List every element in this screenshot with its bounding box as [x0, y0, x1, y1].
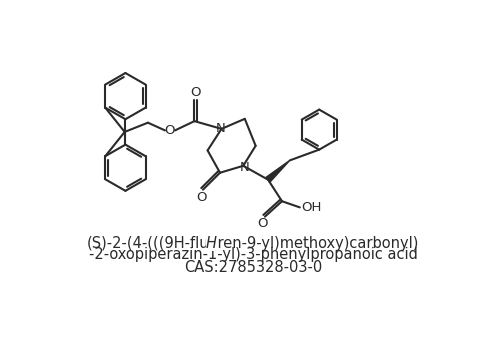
- Text: N: N: [240, 161, 249, 174]
- Text: OH: OH: [301, 201, 322, 214]
- Text: H: H: [205, 236, 217, 251]
- Text: (S)-2-(4-(((9H-fluoren-9-yl)methoxy)carbonyl): (S)-2-(4-(((9H-fluoren-9-yl)methoxy)carb…: [87, 236, 419, 251]
- Text: H: H: [205, 236, 216, 251]
- Text: -2-oxopiperazin-1-yl)-3-phenylpropanoic acid: -2-oxopiperazin-1-yl)-3-phenylpropanoic …: [89, 247, 418, 262]
- Text: N: N: [216, 122, 226, 135]
- Text: O: O: [191, 86, 201, 99]
- Text: O: O: [196, 191, 206, 204]
- Text: CAS:2785328-03-0: CAS:2785328-03-0: [184, 260, 322, 275]
- Text: O: O: [164, 124, 175, 137]
- Polygon shape: [266, 160, 290, 182]
- Text: O: O: [257, 217, 268, 230]
